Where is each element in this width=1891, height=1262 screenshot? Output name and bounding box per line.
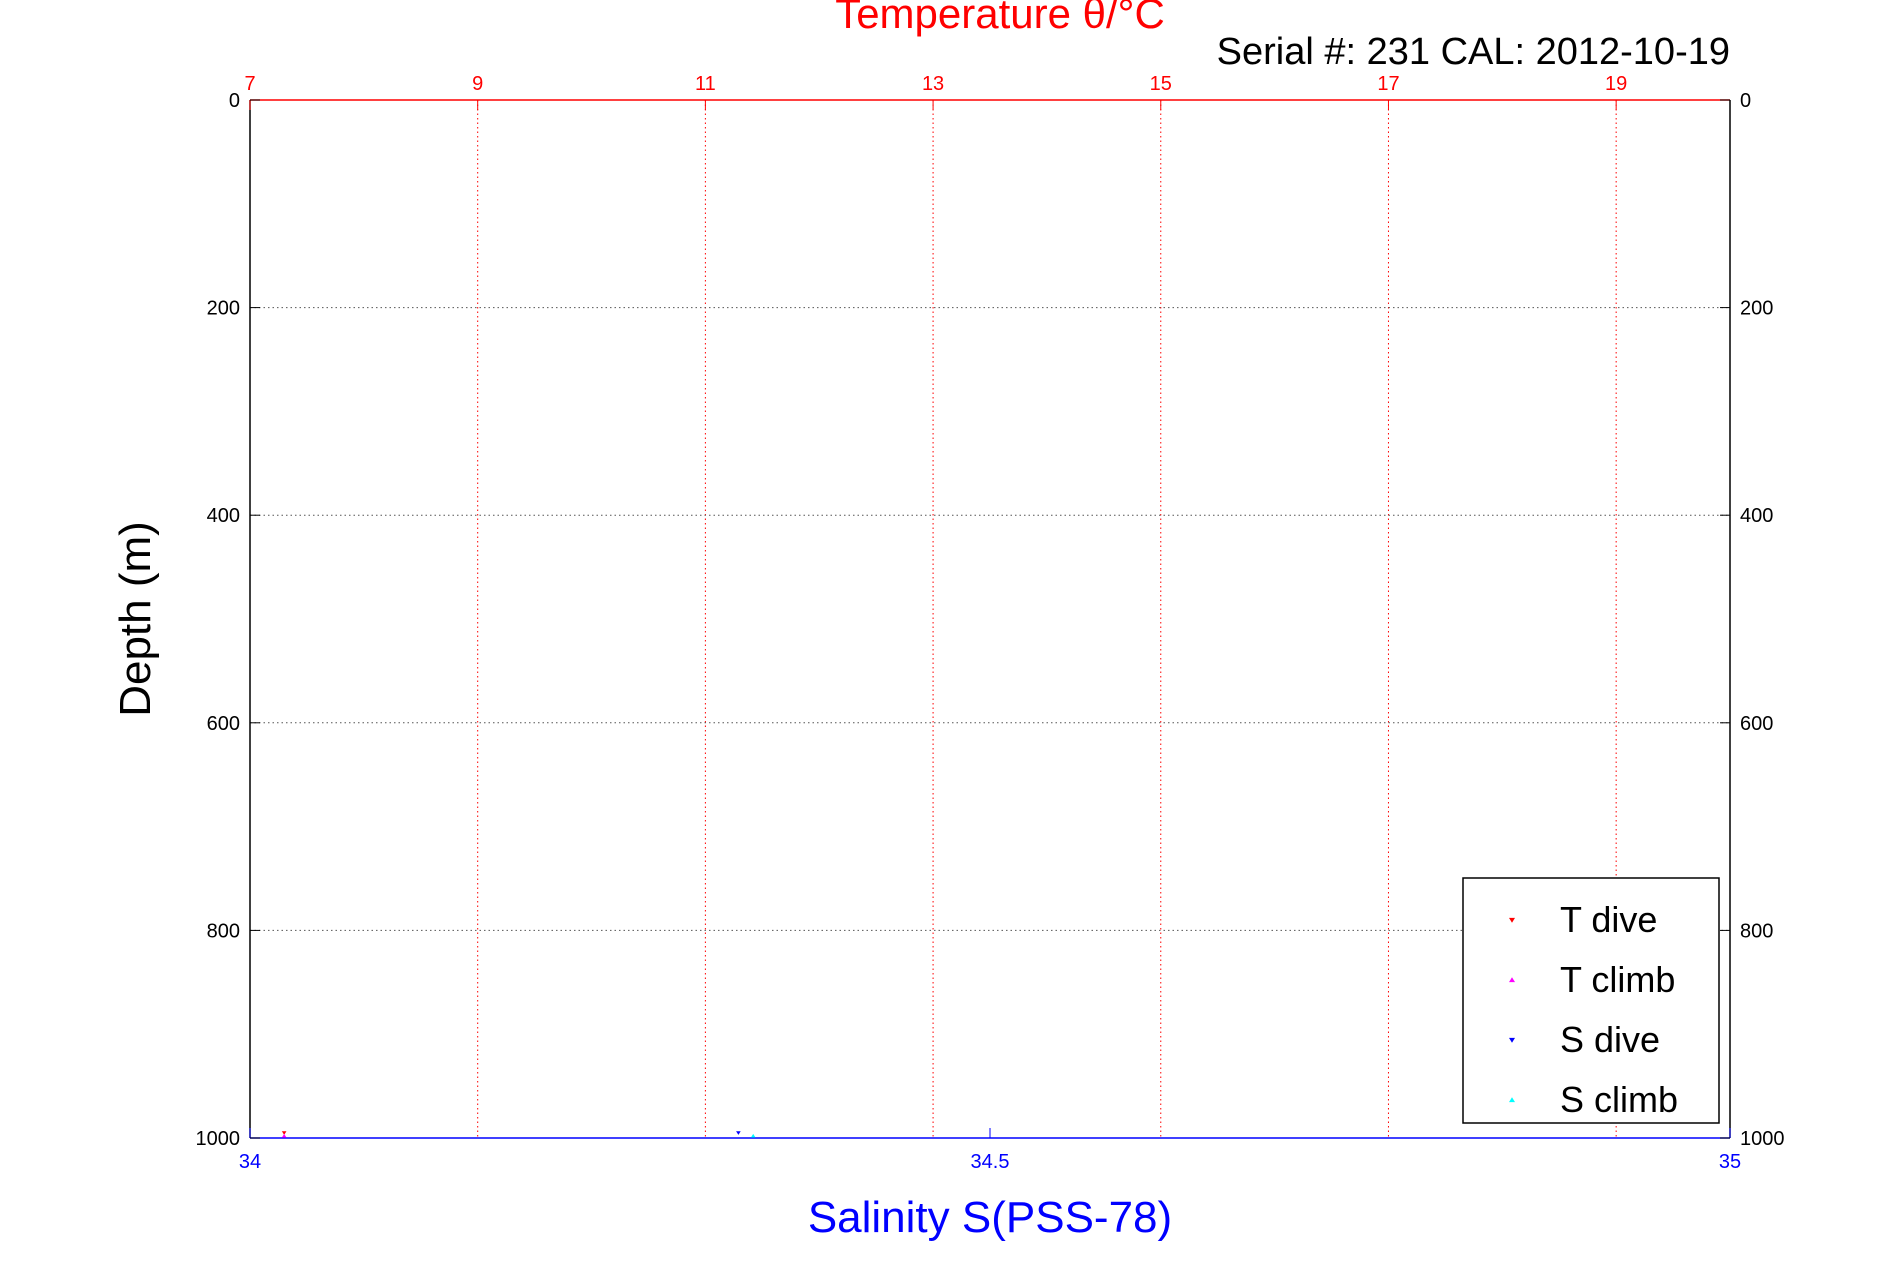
depth-tick-label-right: 1000 <box>1740 1128 1785 1150</box>
depth-tick-label-right: 800 <box>1740 920 1773 942</box>
legend-box <box>1462 877 1720 1124</box>
temperature-tick-label: 13 <box>922 73 944 95</box>
depth-tick-label-left: 600 <box>207 713 240 735</box>
data-point <box>750 1133 756 1138</box>
data-point <box>281 1133 287 1138</box>
data-point <box>281 1131 287 1135</box>
legend-marker-t-climb <box>1509 977 1515 983</box>
depth-tick-label-left: 1000 <box>196 1128 241 1150</box>
series-t-dive <box>281 1131 287 1135</box>
legend-marker-s-dive <box>1509 1037 1515 1043</box>
legend-label-s-dive: S dive <box>1560 1019 1660 1060</box>
depth-tick-label-right: 600 <box>1740 713 1773 735</box>
axes <box>249 99 1731 1139</box>
data-point <box>736 1131 741 1135</box>
tick-labels: 7 9 11 13 15 17 19 34 34.5 35 0 0 200 200 400 400 600 600… <box>196 73 1785 1173</box>
legend-label-t-climb: T climb <box>1560 959 1675 1000</box>
series-s-climb <box>750 1133 756 1138</box>
temperature-tick-label: 17 <box>1377 73 1399 95</box>
legend-label-s-climb: S climb <box>1560 1079 1678 1120</box>
salinity-tick-label: 35 <box>1719 1151 1741 1173</box>
legend: T dive T climb S dive S climb <box>1462 877 1720 1124</box>
temperature-axis-title: Temperature θ/°C <box>835 0 1165 37</box>
depth-tick-label-right: 0 <box>1740 90 1751 112</box>
serial-cal-subtitle: Serial #: 231 CAL: 2012-10-19 <box>1217 31 1730 73</box>
depth-tick-label-left: 800 <box>207 920 240 942</box>
depth-tick-label-left: 0 <box>229 90 240 112</box>
legend-marker-s-climb <box>1509 1097 1515 1103</box>
salinity-axis-label: Salinity S(PSS-78) <box>808 1193 1172 1242</box>
temperature-tick-label: 7 <box>244 73 255 95</box>
temperature-tick-label: 19 <box>1605 73 1627 95</box>
depth-tick-label-left: 400 <box>207 505 240 527</box>
series-s-dive <box>736 1131 741 1135</box>
depth-tick-label-right: 200 <box>1740 298 1773 320</box>
data-series <box>281 1131 756 1138</box>
depth-tick-label-left: 200 <box>207 298 240 320</box>
legend-marker-t-dive <box>1509 917 1515 923</box>
temperature-tick-label: 11 <box>695 73 716 95</box>
depth-axis-label: Depth (m) <box>111 521 160 717</box>
legend-label-t-dive: T dive <box>1560 899 1657 940</box>
series-t-climb <box>281 1133 287 1138</box>
salinity-tick-label: 34 <box>239 1151 261 1173</box>
temperature-tick-label: 9 <box>472 73 483 95</box>
temperature-tick-label: 15 <box>1150 73 1172 95</box>
depth-tick-label-right: 400 <box>1740 505 1773 527</box>
salinity-tick-label: 34.5 <box>971 1151 1010 1173</box>
